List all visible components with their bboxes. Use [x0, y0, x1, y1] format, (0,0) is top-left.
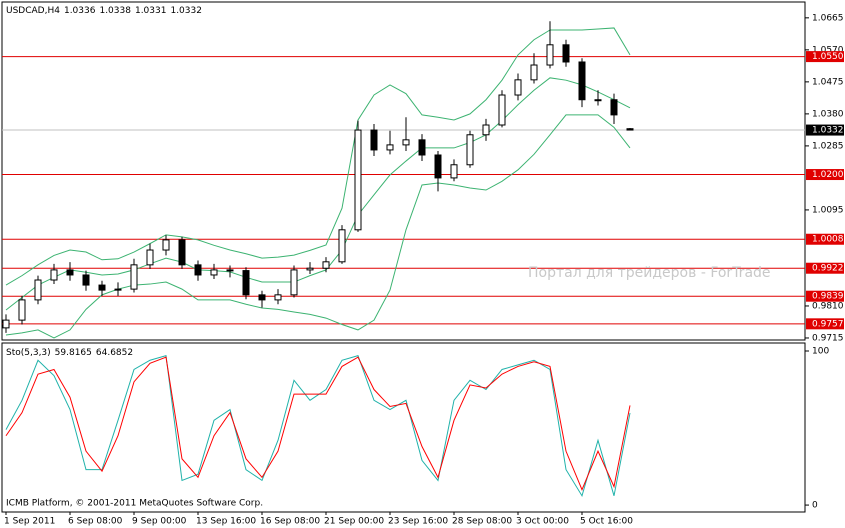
- candle-body: [66, 269, 74, 276]
- plot-layer: 1.0665 1.0570 1.0475 1.0380 1.0285 1.0095 0.98…: [2, 13, 844, 527]
- y-tick-label: 1.0285: [812, 141, 844, 151]
- level-label-box: [806, 51, 844, 63]
- y-tick-label: 0: [812, 501, 818, 511]
- candle-body: [562, 44, 570, 63]
- main-panel: [1, 1, 806, 341]
- candle-body: [242, 270, 250, 296]
- candle-body: [306, 267, 314, 271]
- candle-body: [194, 264, 202, 276]
- stochastic-line: [5, 356, 631, 491]
- level-label: 0.9839: [812, 292, 844, 302]
- candle-body: [610, 99, 618, 116]
- candle-body: [274, 294, 282, 301]
- level-label-box: [806, 290, 844, 302]
- candle-body: [546, 44, 554, 66]
- level-label: 1.0200: [812, 170, 844, 180]
- level-label: 0.9922: [812, 264, 844, 274]
- candle-body: [498, 94, 506, 126]
- copyright: ICMB Platform, © 2001-2011 MetaQuotes So…: [6, 499, 263, 509]
- candle-body: [146, 249, 154, 266]
- x-tick-label: 1 Sep 2011: [4, 517, 55, 527]
- candle-body: [418, 139, 426, 156]
- x-tick-label: 3 Oct 00:00: [516, 517, 569, 527]
- candle-body: [82, 274, 90, 286]
- x-tick-label: 16 Sep 08:00: [260, 517, 320, 527]
- level-label-box: [806, 233, 844, 245]
- candle-body: [322, 261, 330, 269]
- band-line: [5, 27, 631, 286]
- stochastic-line: [5, 354, 631, 498]
- stochastic-title: Sto(5,3,3) 59.8165 64.6852: [6, 348, 133, 358]
- level-label: 0.9757: [812, 319, 844, 329]
- y-tick-label: 1.0570: [812, 45, 844, 55]
- ohlc-high: 1.0338: [99, 6, 131, 16]
- x-tick-label: 13 Sep 16:00: [196, 517, 256, 527]
- candle-body: [178, 239, 186, 266]
- indicator-name: Sto(5,3,3): [6, 348, 51, 358]
- ohlc-open: 1.0336: [64, 6, 96, 16]
- candle-body: [482, 124, 490, 136]
- candle-body: [226, 269, 234, 272]
- y-tick-label: 0.9715: [812, 333, 844, 343]
- level-label: 1.0008: [812, 235, 844, 245]
- signal-value: 64.6852: [96, 348, 133, 358]
- level-label-box: [806, 262, 844, 274]
- x-tick-label: 23 Sep 16:00: [388, 517, 448, 527]
- candle-body: [210, 269, 218, 276]
- candle-body: [114, 288, 122, 291]
- watermark: Портал для трейдеров - ForTrade: [528, 265, 771, 281]
- candle-body: [370, 129, 378, 151]
- y-tick-label: 1.0665: [812, 13, 844, 23]
- candle-body: [338, 229, 346, 263]
- x-tick-label: 21 Sep 00:00: [324, 517, 384, 527]
- x-tick-label: 9 Sep 00:00: [132, 517, 187, 527]
- candle-body: [434, 154, 442, 179]
- candle-body: [130, 264, 138, 290]
- candle-body: [18, 299, 26, 321]
- candle-body: [402, 139, 410, 146]
- level-label-box: [806, 318, 844, 330]
- x-tick-label: 6 Sep 08:00: [68, 517, 123, 527]
- candle-body: [290, 269, 298, 296]
- y-tick-label: 1.0095: [812, 205, 844, 215]
- ohlc-close: 1.0332: [170, 6, 202, 16]
- candle-body: [578, 61, 586, 101]
- candle-body: [530, 64, 538, 81]
- ohlc-low: 1.0331: [135, 6, 167, 16]
- candle-body: [34, 279, 42, 301]
- candle-body: [450, 164, 458, 179]
- main-title: USDCAD,H4 1.0336 1.0338 1.0331 1.0332: [6, 6, 202, 16]
- x-tick-label: 5 Oct 16:00: [580, 517, 633, 527]
- y-tick-label: 100: [812, 347, 829, 357]
- stochastic-panel: [1, 342, 806, 513]
- band-line: [5, 77, 631, 311]
- candle-body: [514, 79, 522, 96]
- main-value: 59.8165: [55, 348, 92, 358]
- price-label-box: [806, 124, 844, 136]
- price-label: 1.0332: [812, 126, 844, 136]
- candle-body: [258, 294, 266, 301]
- candle-body: [98, 284, 106, 291]
- band-line: [5, 114, 631, 339]
- candle-body: [594, 99, 602, 102]
- candle-body: [386, 144, 394, 151]
- watermark-clip: Портал для трейдеров - ForTrade: [528, 265, 771, 281]
- y-tick-label: 0.9810: [812, 301, 844, 311]
- candle-body: [466, 134, 474, 166]
- symbol: USDCAD,H4: [6, 6, 60, 16]
- candle-body: [354, 129, 362, 231]
- y-tick-label: 1.0380: [812, 109, 844, 119]
- candle-body: [2, 319, 10, 329]
- candle-body: [50, 269, 58, 281]
- candle-body: [162, 239, 170, 251]
- x-tick-label: 28 Sep 08:00: [452, 517, 512, 527]
- y-tick-label: 1.0475: [812, 77, 844, 87]
- candle-body: [626, 128, 634, 131]
- level-label-box: [806, 169, 844, 181]
- level-label: 1.0550: [812, 52, 844, 62]
